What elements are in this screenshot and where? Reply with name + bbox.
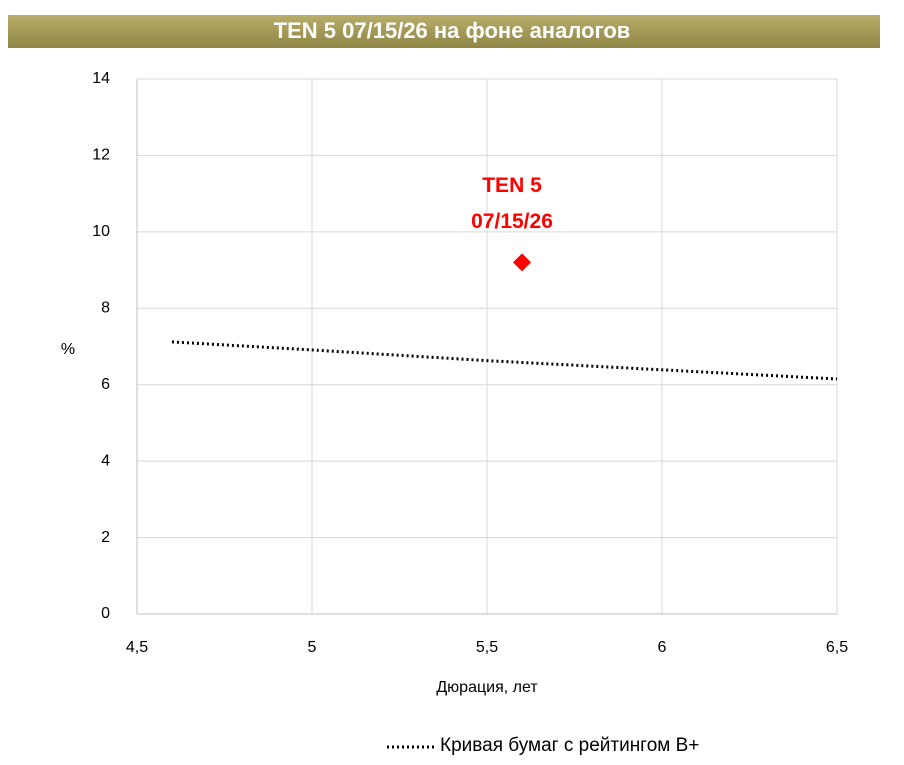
x-tick-label: 6 <box>658 639 667 656</box>
y-tick-label: 14 <box>92 70 110 87</box>
x-tick-label: 6,5 <box>826 639 848 656</box>
y-tick-label: 12 <box>92 147 110 164</box>
x-tick-label: 5 <box>308 639 317 656</box>
y-tick-label: 0 <box>101 605 110 622</box>
x-tick-label: 4,5 <box>126 639 148 656</box>
y-axis-title: % <box>61 341 75 358</box>
title-banner <box>8 15 880 48</box>
y-tick-label: 10 <box>92 223 110 240</box>
y-tick-label: 6 <box>101 376 110 393</box>
point-label: 07/15/26 <box>471 210 553 233</box>
y-tick-label: 4 <box>101 452 110 469</box>
point-label: TEN 5 <box>482 174 542 197</box>
y-tick-label: 8 <box>101 300 110 317</box>
chart-title: TEN 5 07/15/26 на фоне аналогов <box>274 18 631 43</box>
y-tick-label: 2 <box>101 529 110 546</box>
trend-line <box>171 340 838 381</box>
x-tick-label: 5,5 <box>476 639 498 656</box>
x-axis-title: Дюрация, лет <box>436 679 538 696</box>
legend-label: Кривая бумаг с рейтингом B+ <box>440 735 699 756</box>
point <box>513 253 531 272</box>
